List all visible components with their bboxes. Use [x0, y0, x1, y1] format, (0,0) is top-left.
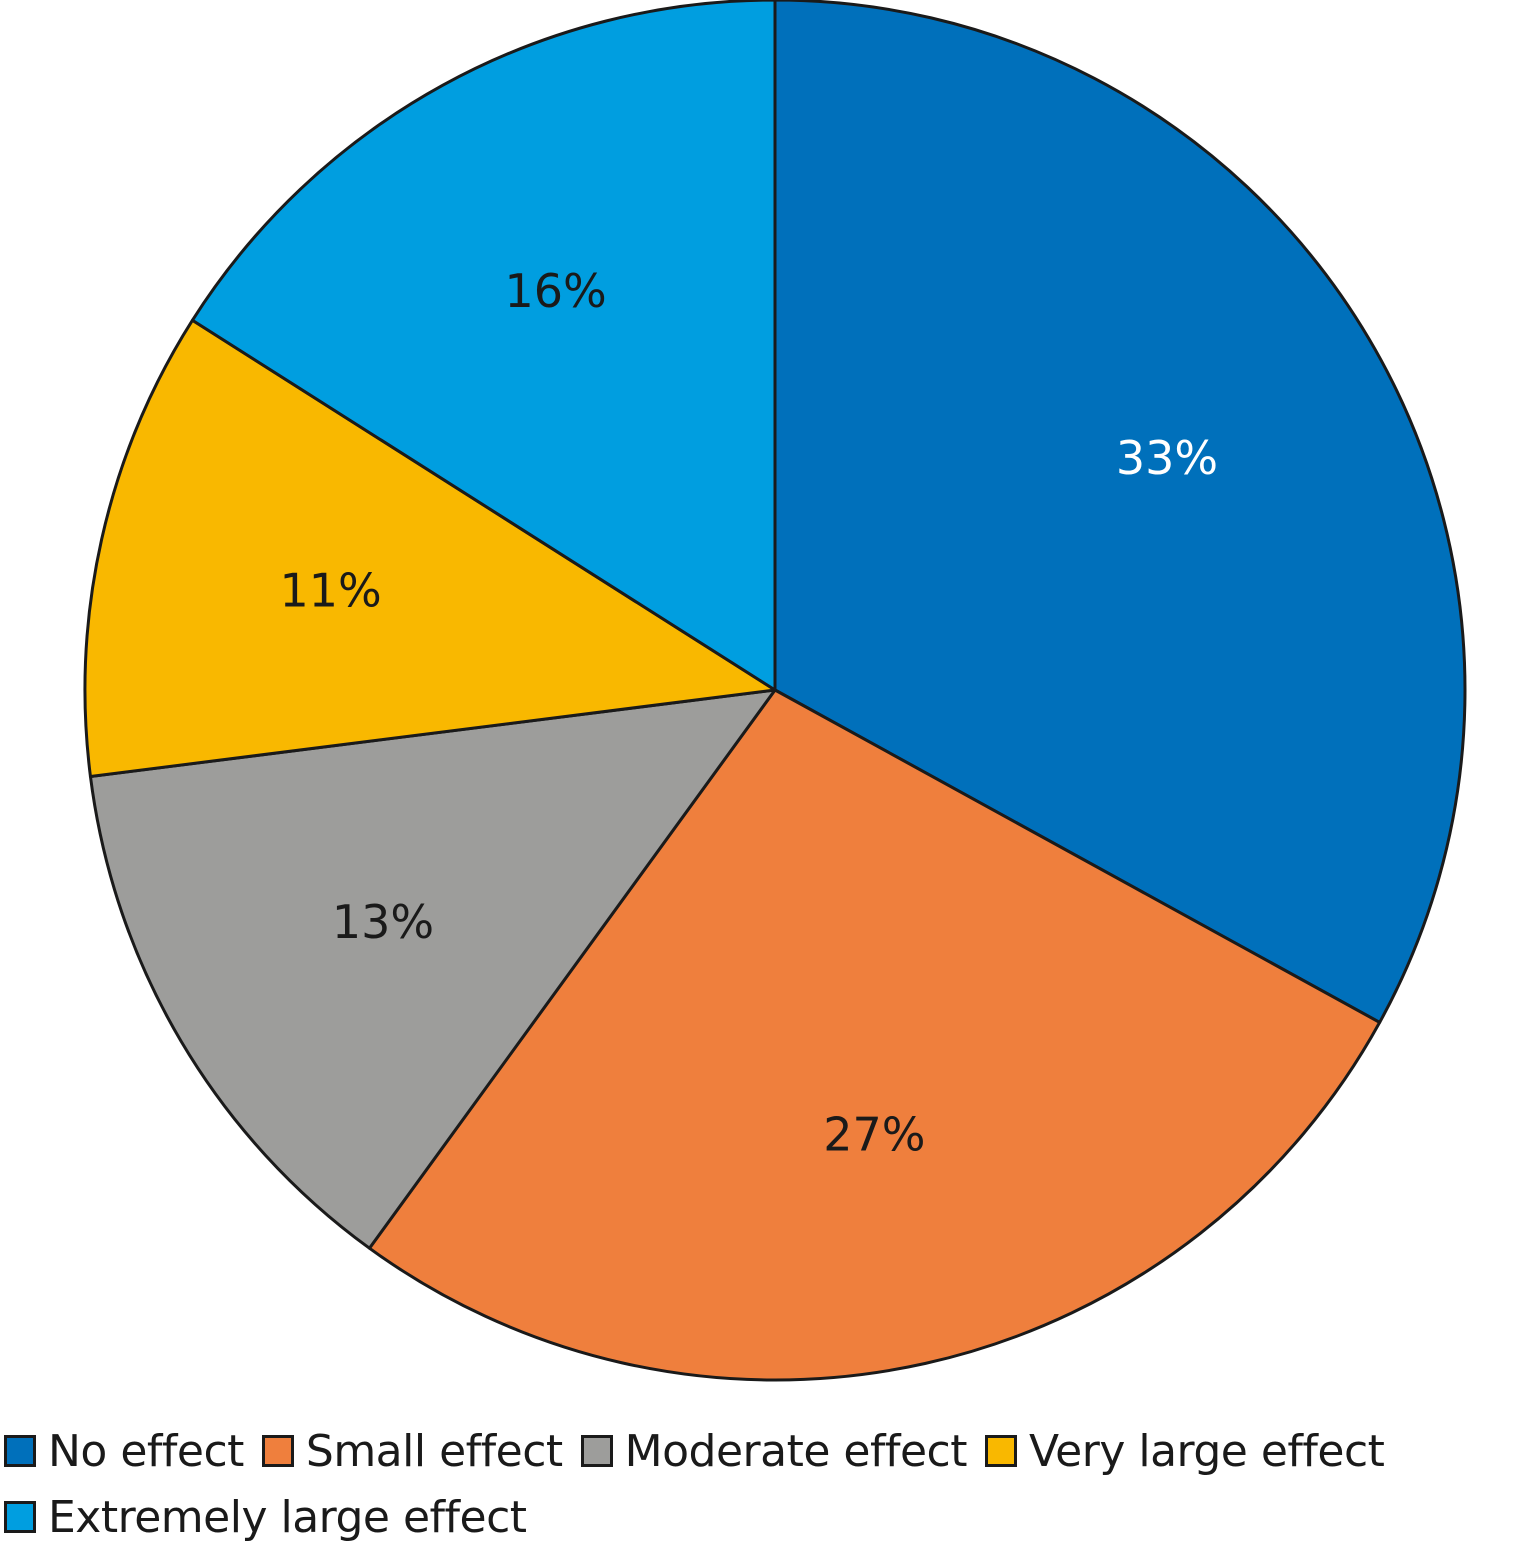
pie-slices: [83, 0, 1467, 1382]
pie-slice-moderate-effect: [88, 688, 777, 1250]
data-label-no-effect: 33%: [1116, 431, 1218, 485]
pie-slice-no-effect: [773, 0, 1467, 1024]
legend-swatch-extremely-large-effect: [4, 1501, 36, 1533]
legend-item-small-effect: Small effect: [258, 1426, 563, 1477]
legend-label: Extremely large effect: [48, 1491, 527, 1543]
pie-slice-small-effect: [367, 688, 1382, 1382]
legend-label: No effect: [48, 1425, 244, 1477]
data-label-extremely-large-effect: 16%: [504, 264, 606, 318]
legend-label: Very large effect: [1028, 1425, 1385, 1477]
legend-item-no-effect: No effect: [0, 1426, 244, 1477]
legend-swatch-very-large-effect: [984, 1435, 1017, 1467]
legend-row: Extremely large effect: [0, 1484, 1519, 1550]
legend-row: No effect Small effect Moderate effect Very…: [0, 1418, 1519, 1484]
data-label-small-effect: 27%: [823, 1107, 925, 1161]
legend-swatch-moderate-effect: [580, 1435, 613, 1467]
legend-label: Small effect: [305, 1425, 563, 1477]
data-label-very-large-effect: 11%: [279, 564, 381, 618]
legend-item-very-large-effect: Very large effect: [981, 1425, 1385, 1477]
pie-chart: 33% 27% 13% 11% 16%: [83, 0, 1467, 1382]
legend-label: Moderate effect: [624, 1425, 968, 1477]
pie-slice-very-large-effect: [83, 318, 777, 778]
pie-slice-extremely-large-effect: [190, 0, 777, 692]
data-label-moderate-effect: 13%: [332, 895, 434, 949]
legend-item-extremely-large-effect: Extremely large effect: [0, 1492, 527, 1543]
legend-swatch-no-effect: [4, 1435, 36, 1467]
pie-labels: 33% 27% 13% 11% 16%: [279, 264, 1218, 1162]
legend-item-moderate-effect: Moderate effect: [577, 1426, 967, 1477]
legend-swatch-small-effect: [261, 1435, 294, 1467]
legend: No effect Small effect Moderate effect Very…: [0, 1418, 1519, 1550]
